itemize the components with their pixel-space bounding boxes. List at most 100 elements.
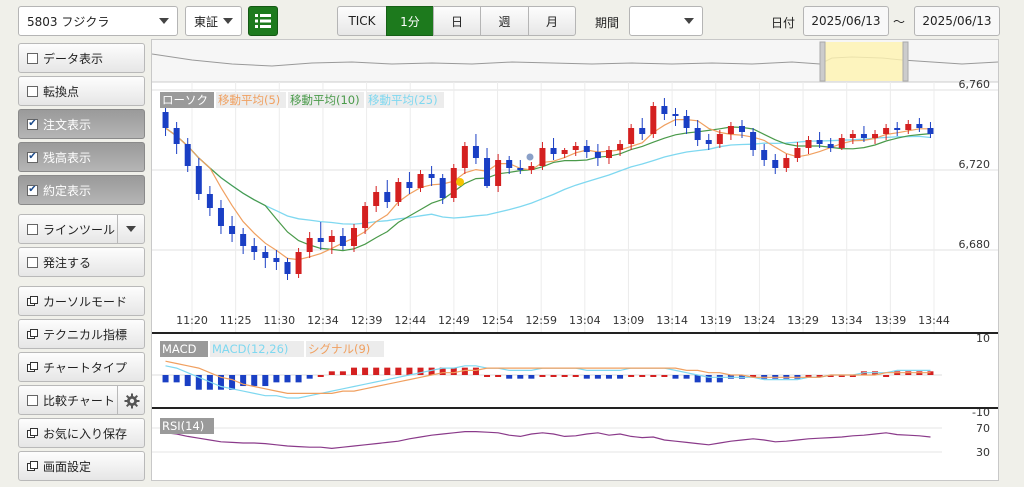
macd-histogram-bar <box>805 375 812 377</box>
candle-body <box>195 166 202 194</box>
period-label: 期間 <box>595 16 620 30</box>
x-axis-tick-label: 12:49 <box>438 314 470 327</box>
candle-body <box>251 246 258 252</box>
y-axis-tick-label: 6,680 <box>959 238 991 251</box>
macd-histogram-bar <box>539 375 546 377</box>
window-icon <box>27 328 38 340</box>
macd-histogram-bar <box>195 375 202 390</box>
x-axis-tick-label: 12:59 <box>525 314 557 327</box>
period-tab-1min[interactable]: 1分 <box>386 6 434 36</box>
position-display-toggle[interactable]: ✔ 残高表示 <box>18 142 145 172</box>
candle-body <box>206 194 213 208</box>
candle-body <box>273 258 280 262</box>
macd-histogram-bar <box>528 375 535 379</box>
candle-body <box>506 160 513 168</box>
macd-histogram-bar <box>561 375 568 377</box>
x-axis-tick-label: 13:09 <box>613 314 645 327</box>
navigator-window[interactable] <box>820 42 908 81</box>
macd-histogram-bar <box>384 367 391 375</box>
period-tab-day[interactable]: 日 <box>433 6 481 36</box>
candle-body <box>339 236 346 246</box>
legend-chip-bg <box>288 92 364 108</box>
market-select-value: 東証 <box>194 14 219 29</box>
line-tool-dropdown[interactable] <box>117 214 145 244</box>
period-tab-label: 1分 <box>400 14 420 29</box>
x-axis-tick-label: 13:44 <box>918 314 950 327</box>
candle-body <box>716 134 723 144</box>
candle-body <box>528 166 535 170</box>
macd-panel: MACD MACD(12,26) シグナル(9) 10 -10 <box>152 332 990 419</box>
stock-chart[interactable]: 6,760 6,720 6,680 11:20 11:25 11:30 12:34 12:3… <box>151 40 999 480</box>
candle-body <box>661 106 668 114</box>
date-from-field[interactable]: 2025/06/13 <box>803 6 889 36</box>
candle-body <box>229 226 236 234</box>
period-tab-week[interactable]: 週 <box>480 6 529 36</box>
execution-display-toggle[interactable]: ✔ 約定表示 <box>18 175 145 205</box>
macd-histogram-bar <box>506 375 513 379</box>
checkbox-icon <box>27 394 38 406</box>
macd-histogram-bar <box>439 367 446 375</box>
cursor-mode-button[interactable]: カーソルモード <box>18 286 145 316</box>
legend-chip-bg <box>366 92 444 108</box>
ma5-line <box>165 118 931 261</box>
macd-histogram-bar <box>351 367 357 375</box>
macd-histogram-bar <box>395 367 402 375</box>
candle-body <box>484 158 491 186</box>
candle-body <box>539 148 546 166</box>
list-menu-button[interactable] <box>248 6 278 36</box>
x-axis-tick-label: 12:44 <box>394 314 426 327</box>
macd-histogram-bar <box>838 375 845 377</box>
macd-histogram-bar <box>705 375 712 383</box>
sidebar-label: データ表示 <box>43 51 104 66</box>
period-tab-month[interactable]: 月 <box>528 6 576 36</box>
compare-chart-toggle[interactable]: 比較チャート <box>18 385 118 415</box>
turning-point-toggle[interactable]: 転換点 <box>18 76 145 106</box>
date-to-field[interactable]: 2025/06/13 <box>914 6 1000 36</box>
compare-chart-settings-button[interactable] <box>117 385 145 415</box>
macd-histogram-bar <box>406 367 413 375</box>
x-axis-tick-label: 12:34 <box>307 314 339 327</box>
sidebar-label: 比較チャート <box>43 393 115 408</box>
technical-indicator-button[interactable]: テクニカル指標 <box>18 319 145 349</box>
period-select[interactable] <box>629 6 703 36</box>
navigator-panel[interactable] <box>151 40 999 83</box>
window-icon <box>27 427 38 439</box>
macd-histogram-bar <box>816 375 823 377</box>
x-axis-tick-label: 12:39 <box>351 314 383 327</box>
window-icon <box>27 460 38 472</box>
chart-type-button[interactable]: チャートタイプ <box>18 352 145 382</box>
chart-area[interactable]: 6,760 6,720 6,680 11:20 11:25 11:30 12:34 12:3… <box>151 39 999 481</box>
rsi-axis-tick-label: 70 <box>976 422 990 435</box>
order-display-toggle[interactable]: ✔ 注文表示 <box>18 109 145 139</box>
checkbox-icon <box>27 52 38 64</box>
market-select[interactable]: 東証 <box>185 6 242 36</box>
legend-item: RSI(14) <box>162 419 204 433</box>
candle-body <box>328 236 335 242</box>
candle-body <box>495 160 502 186</box>
legend-chip-bg <box>160 341 208 357</box>
candle-body <box>672 114 679 116</box>
candle-body <box>173 128 180 144</box>
stock-select[interactable]: 5803 フジクラ <box>18 6 178 36</box>
candle-body <box>739 126 745 132</box>
macd-histogram-bar <box>472 367 479 375</box>
candle-body <box>428 174 435 178</box>
place-order-toggle[interactable]: 発注する <box>18 247 145 277</box>
window-icon <box>27 295 38 307</box>
candle-body <box>240 234 247 246</box>
x-axis-tick-label: 11:20 <box>176 314 208 327</box>
data-display-toggle[interactable]: データ表示 <box>18 43 145 73</box>
navigator-handle-right[interactable] <box>902 41 909 82</box>
checkbox-icon <box>27 223 38 235</box>
macd-histogram-bar <box>428 367 435 375</box>
period-tab-label: 週 <box>498 14 511 29</box>
candle-body <box>750 132 757 150</box>
candle-body <box>306 238 313 252</box>
save-favorites-button[interactable]: お気に入り保存 <box>18 418 145 448</box>
x-axis-tick-label: 13:19 <box>700 314 732 327</box>
navigator-handle-left[interactable] <box>819 41 826 82</box>
line-tool-toggle[interactable]: ラインツール <box>18 214 118 244</box>
legend-chip-bg <box>216 92 286 108</box>
period-tab-tick[interactable]: TICK <box>337 6 387 36</box>
screen-settings-button[interactable]: 画面設定 <box>18 451 145 481</box>
